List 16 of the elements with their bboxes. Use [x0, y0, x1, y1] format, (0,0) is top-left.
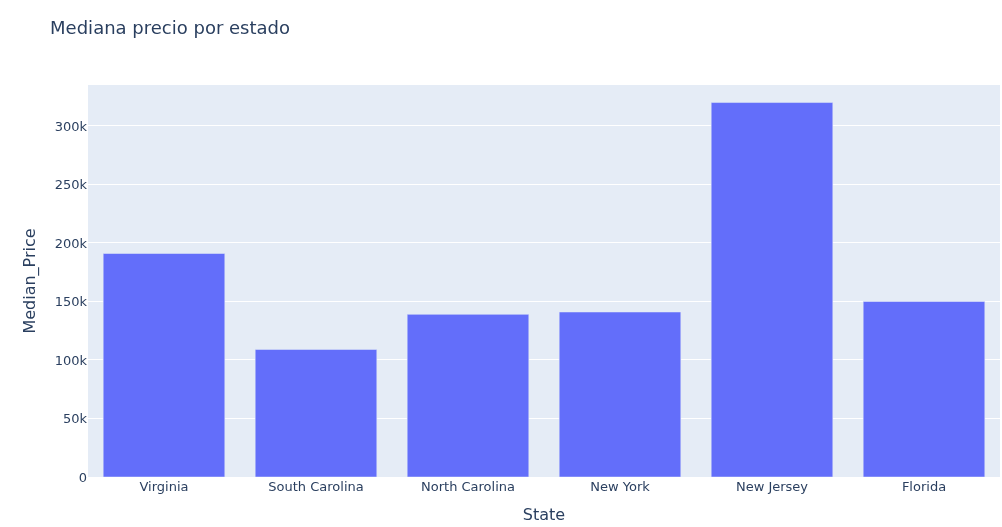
x-tick-label: North Carolina [421, 479, 515, 494]
y-tick-label: 50k [62, 411, 88, 427]
x-tick-label: Florida [901, 479, 947, 494]
y-tick-label: 100k [54, 352, 88, 368]
y-tick-label: 0 [78, 469, 87, 485]
y-axis-title: Median_Price [19, 228, 40, 334]
chart-title: Mediana precio por estado [50, 16, 291, 38]
y-tick-label: 300k [54, 118, 88, 134]
y-tick-label: 250k [54, 177, 88, 193]
x-tick-label: South Carolina [268, 479, 364, 494]
y-tick-label: 150k [54, 294, 88, 310]
x-tick-label: Virginia [139, 479, 189, 494]
y-tick-label: 200k [54, 235, 88, 251]
x-tick-label: New Jersey [735, 479, 809, 494]
x-tick-label: New York [590, 479, 651, 494]
x-axis-title: State [522, 504, 566, 524]
